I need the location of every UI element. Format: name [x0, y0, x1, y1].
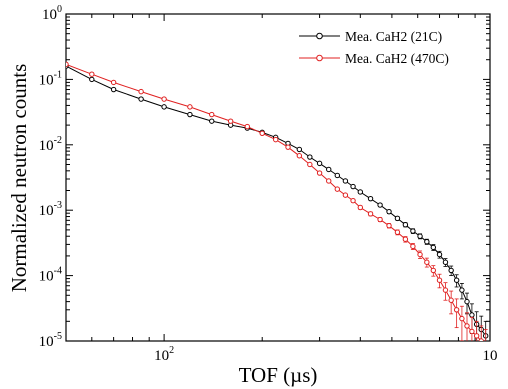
data-point	[334, 172, 341, 179]
data-point	[464, 323, 470, 329]
data-point	[469, 328, 475, 335]
data-point	[402, 222, 409, 228]
data-point	[430, 244, 437, 251]
data-point	[307, 161, 313, 168]
data-point	[394, 229, 401, 235]
data-point	[259, 130, 265, 136]
data-point	[459, 287, 465, 293]
y-tick-label: 10-3	[39, 200, 62, 219]
series-line	[66, 63, 483, 341]
data-point	[296, 153, 303, 159]
y-tick-label: 10-5	[39, 331, 62, 350]
x-tick-label: 10	[483, 348, 498, 364]
data-point	[138, 96, 144, 102]
data-point	[483, 342, 487, 346]
data-point	[436, 277, 443, 283]
data-point	[424, 259, 430, 265]
data-point	[357, 189, 364, 195]
data-point	[386, 222, 392, 229]
series-2	[66, 61, 488, 346]
data-point	[453, 307, 460, 313]
data-point	[410, 243, 416, 250]
data-point	[89, 71, 95, 77]
data-point	[342, 192, 349, 198]
y-tick-label: 10-4	[39, 266, 62, 285]
data-point	[417, 251, 423, 258]
y-tick-label: 10-2	[39, 135, 62, 154]
data-point	[326, 178, 332, 184]
data-point	[377, 202, 383, 208]
data-point	[187, 104, 193, 110]
data-point	[430, 267, 437, 274]
data-point	[442, 287, 449, 293]
data-point	[367, 195, 374, 202]
data-point	[464, 298, 470, 305]
legend-marker	[316, 54, 323, 62]
data-point	[307, 154, 313, 160]
data-point	[209, 118, 215, 124]
axis-ticks: 100 10-1 10-2 10-3 10-4 10-5 102 10	[39, 4, 498, 364]
data-point	[436, 251, 443, 258]
data-point	[410, 228, 416, 234]
data-point	[453, 277, 460, 283]
data-point	[469, 312, 475, 318]
x-tick-label: 102	[154, 345, 174, 364]
series-line	[66, 65, 487, 337]
data-point	[296, 146, 303, 153]
data-point	[357, 204, 364, 211]
data-point	[350, 197, 356, 204]
data-point	[244, 123, 250, 130]
data-point	[110, 79, 117, 86]
data-point	[350, 183, 356, 190]
data-point	[334, 186, 341, 192]
data-point	[342, 178, 349, 184]
y-tick-label: 10-1	[39, 69, 62, 88]
series-1	[66, 63, 489, 341]
data-point	[227, 118, 234, 124]
data-point	[442, 259, 449, 265]
data-point	[138, 88, 144, 95]
data-point	[478, 338, 484, 341]
data-point	[161, 104, 167, 110]
data-point	[316, 170, 323, 176]
data-point	[89, 76, 95, 83]
plot-frame	[65, 13, 491, 342]
data-point	[367, 211, 374, 217]
data-point	[66, 61, 69, 68]
legend-label: Mea. CaH2 (21C)	[345, 29, 442, 44]
data-point	[209, 111, 215, 118]
data-point	[448, 297, 454, 303]
data-point	[326, 166, 332, 173]
legend-item-1: Mea. CaH2 (21C)	[299, 29, 442, 44]
data-point	[448, 267, 454, 274]
x-axis-label: TOF (µs)	[239, 363, 318, 387]
legend-marker	[316, 32, 323, 40]
data-point	[272, 136, 279, 143]
data-point	[316, 160, 323, 167]
data-point	[459, 315, 465, 322]
series-layer	[66, 61, 489, 346]
y-axis-label: Normalized neutron counts	[7, 64, 31, 293]
y-tick-label: 100	[42, 4, 62, 23]
legend-item-2: Mea. CaH2 (470C)	[299, 51, 449, 66]
data-point	[377, 216, 383, 223]
data-point	[161, 96, 167, 102]
data-point	[394, 215, 401, 222]
data-point	[424, 238, 430, 245]
data-point	[402, 236, 409, 242]
data-point	[110, 86, 117, 93]
data-point	[417, 233, 423, 239]
data-point	[285, 144, 291, 150]
data-point	[386, 208, 392, 215]
legend-label: Mea. CaH2 (470C)	[345, 51, 449, 66]
legend: Mea. CaH2 (21C) Mea. CaH2 (470C)	[299, 29, 449, 66]
data-point	[187, 111, 193, 118]
data-point	[473, 333, 480, 339]
